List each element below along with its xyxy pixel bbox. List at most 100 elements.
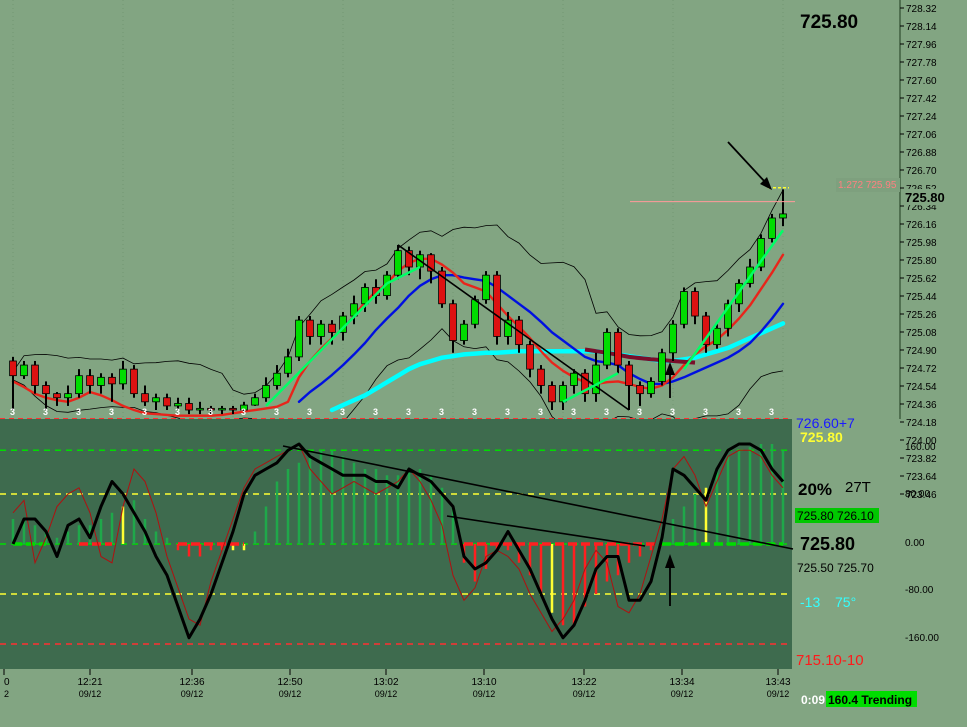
date-label: 09/12 (79, 689, 102, 699)
candle (97, 373, 105, 394)
oscillator-lines (11, 442, 785, 640)
price-tick-label: 724.54 (906, 382, 937, 393)
fib-label-bg (836, 178, 900, 192)
time-label: 0 (4, 677, 10, 688)
status-bar: 0:09 160.4 Trending (801, 691, 917, 707)
candle-body (691, 291, 699, 317)
date-label: 09/12 (573, 689, 596, 699)
candle (779, 189, 787, 227)
info-line-3-pct: 20% (798, 480, 832, 499)
candle-body (97, 376, 105, 386)
candle (108, 373, 116, 402)
candle-body (229, 407, 237, 411)
candle-body (460, 323, 468, 341)
info-line-1: 726.60+7 (796, 415, 855, 431)
candle-body (724, 303, 732, 329)
candle (185, 397, 193, 415)
date-label: 09/12 (279, 689, 302, 699)
bar-marker: 3 (637, 407, 642, 417)
candle (53, 392, 61, 406)
candle (438, 267, 446, 308)
time-label: 13:22 (571, 677, 596, 688)
price-tick-label: 726.70 (906, 166, 937, 177)
date-label: 09/12 (473, 689, 496, 699)
candle (240, 401, 248, 412)
candle (537, 365, 545, 394)
candle (636, 381, 644, 406)
candle (713, 324, 721, 349)
candle (262, 377, 270, 402)
candle-body (658, 352, 666, 382)
info-line-2: 725.80 (800, 429, 843, 445)
candle (284, 348, 292, 378)
price-tick-label: 726.16 (906, 220, 937, 231)
candle (174, 397, 182, 410)
candle-body (438, 270, 446, 305)
bar-marker: 3 (439, 407, 444, 417)
candle-body (548, 385, 556, 403)
candle-body (702, 315, 710, 346)
price-tick-label: 725.26 (906, 310, 937, 321)
oscillator-up-arrow-head (665, 554, 675, 568)
price-tick-label: 727.24 (906, 112, 937, 123)
current-price-marker: 725.80 (905, 190, 945, 205)
candle-body (526, 344, 534, 370)
candle (614, 328, 622, 374)
candle (493, 271, 501, 345)
candle (460, 320, 468, 345)
oscillator-tick-label: -80.00 (905, 585, 934, 596)
price-tick-label: 725.08 (906, 328, 937, 339)
oscillator-axis-ticks: 160.00 80.00 0.00 -80.00 -160.00 (905, 442, 939, 644)
candle-body (757, 238, 765, 268)
time-label: 12:21 (77, 677, 102, 688)
date-label: 09/12 (671, 689, 694, 699)
candle (680, 287, 688, 329)
candle-body (196, 407, 204, 411)
date-label: 09/12 (375, 689, 398, 699)
candle-body (570, 372, 578, 386)
candle (207, 405, 215, 415)
candle-body (207, 407, 215, 411)
price-tick-label: 728.14 (906, 22, 937, 33)
price-tick-label: 727.06 (906, 130, 937, 141)
candle-body (636, 385, 644, 395)
price-tick-label: 727.42 (906, 94, 937, 105)
time-label: 13:10 (471, 677, 496, 688)
bar-marker: 3 (604, 407, 609, 417)
bar-marker: 3 (670, 407, 675, 417)
bar-marker: 3 (142, 407, 147, 417)
header-last-price: 725.80 (800, 12, 858, 33)
candle (570, 369, 578, 394)
bar-marker: 3 (307, 407, 312, 417)
price-axis-ticks: 728.32 728.14 727.96 727.78 727.60 727.42 727.… (900, 4, 937, 501)
candle (394, 244, 402, 280)
oscillator-trend-lines (282, 445, 794, 606)
price-tick-label: 728.32 (906, 4, 937, 15)
bar-marker: 3 (406, 407, 411, 417)
candle (9, 356, 17, 410)
candle-body (251, 397, 259, 406)
candle-body (603, 331, 611, 366)
info-line-7b: 75° (835, 594, 856, 610)
oscillator-tick-label: 80.00 (905, 489, 930, 500)
price-tick-label: 724.18 (906, 418, 937, 429)
candle (229, 405, 237, 415)
candle (592, 352, 600, 402)
candle-body (86, 375, 94, 386)
candle-body (31, 364, 39, 386)
candle (42, 381, 50, 410)
candle-body (20, 364, 28, 377)
candle (75, 369, 83, 398)
candle (20, 360, 28, 379)
candle-body (152, 397, 160, 403)
candle (317, 320, 325, 345)
oscillator-upper-trend-line (282, 445, 794, 550)
price-tick-label: 723.82 (906, 454, 937, 465)
candle (504, 311, 512, 345)
candle-body (163, 397, 171, 407)
candle-body (240, 404, 248, 411)
candle (625, 360, 633, 410)
info-line-7a: -13 (800, 594, 820, 610)
price-uptrend-line-1 (265, 282, 388, 407)
price-tick-label: 725.98 (906, 238, 937, 249)
